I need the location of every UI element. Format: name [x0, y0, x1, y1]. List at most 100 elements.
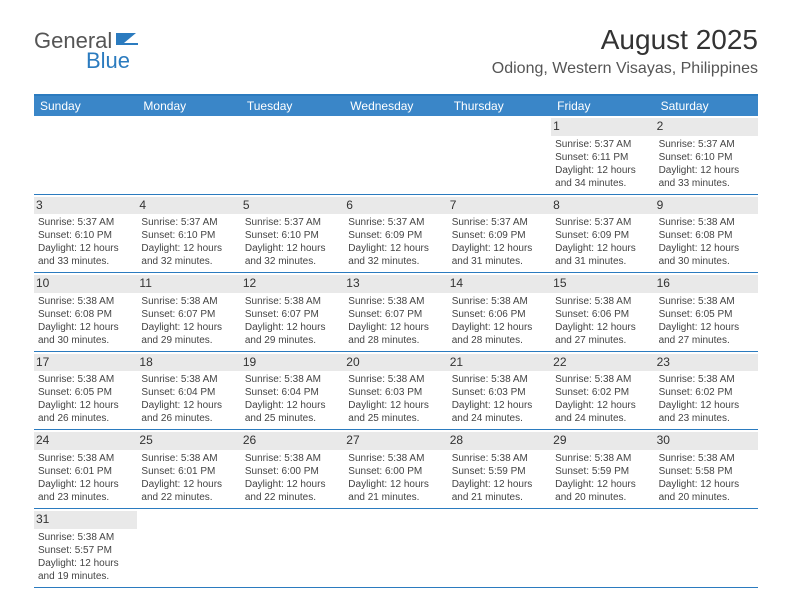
- logo-flag-icon: [116, 29, 140, 47]
- day-number: 10: [34, 275, 137, 293]
- day-cell: 17Sunrise: 5:38 AMSunset: 6:05 PMDayligh…: [34, 352, 137, 430]
- day-cell: 2 Sunrise: 5:37 AMSunset: 6:10 PMDaylight…: [655, 116, 758, 194]
- week-row: 17Sunrise: 5:38 AMSunset: 6:05 PMDayligh…: [34, 352, 758, 431]
- day-number: 18: [137, 354, 240, 372]
- day-cell: 8Sunrise: 5:37 AMSunset: 6:09 PMDaylight…: [551, 195, 654, 273]
- day-number: 26: [241, 432, 344, 450]
- day-number: 5: [241, 197, 344, 215]
- day-details: Sunrise: 5:38 AMSunset: 6:03 PMDaylight:…: [348, 373, 443, 425]
- day-cell: 29Sunrise: 5:38 AMSunset: 5:59 PMDayligh…: [551, 430, 654, 508]
- day-number: 9: [655, 197, 758, 215]
- day-details: Sunrise: 5:38 AMSunset: 6:01 PMDaylight:…: [141, 452, 236, 504]
- day-number: 1: [551, 118, 654, 136]
- day-details: Sunrise: 5:38 AMSunset: 6:00 PMDaylight:…: [245, 452, 340, 504]
- day-cell: 26 Sunrise: 5:38 AMSunset: 6:00 PMDayligh…: [241, 430, 344, 508]
- day-details: Sunrise: 5:37 AMSunset: 6:10 PMDaylight:…: [141, 216, 236, 268]
- day-details: Sunrise: 5:38 AMSunset: 5:57 PMDaylight:…: [38, 531, 133, 583]
- day-cell: 18Sunrise: 5:38 AMSunset: 6:04 PMDayligh…: [137, 352, 240, 430]
- day-details: Sunrise: 5:38 AMSunset: 6:05 PMDaylight:…: [659, 295, 754, 347]
- day-details: Sunrise: 5:37 AMSunset: 6:10 PMDaylight:…: [659, 138, 754, 190]
- dayhead-wed: Wednesday: [344, 96, 447, 116]
- day-cell: 4Sunrise: 5:37 AMSunset: 6:10 PMDaylight…: [137, 195, 240, 273]
- day-details: Sunrise: 5:37 AMSunset: 6:10 PMDaylight:…: [245, 216, 340, 268]
- day-number: 4: [137, 197, 240, 215]
- day-cell: 13 Sunrise: 5:38 AMSunset: 6:07 PMDayligh…: [344, 273, 447, 351]
- day-details: Sunrise: 5:38 AMSunset: 6:01 PMDaylight:…: [38, 452, 133, 504]
- day-details: Sunrise: 5:37 AMSunset: 6:09 PMDaylight:…: [348, 216, 443, 268]
- day-number: 3: [34, 197, 137, 215]
- day-number: 19: [241, 354, 344, 372]
- day-details: Sunrise: 5:37 AMSunset: 6:09 PMDaylight:…: [555, 216, 650, 268]
- day-number: 21: [448, 354, 551, 372]
- day-cell: [137, 116, 240, 194]
- day-number: 23: [655, 354, 758, 372]
- day-cell: 10 Sunrise: 5:38 AMSunset: 6:08 PMDayligh…: [34, 273, 137, 351]
- day-cell: [655, 509, 758, 587]
- week-row: 24Sunrise: 5:38 AMSunset: 6:01 PMDayligh…: [34, 430, 758, 509]
- week-row: 1 Sunrise: 5:37 AMSunset: 6:11 PMDaylight…: [34, 116, 758, 195]
- day-cell: 22Sunrise: 5:38 AMSunset: 6:02 PMDayligh…: [551, 352, 654, 430]
- day-details: Sunrise: 5:38 AMSunset: 6:00 PMDaylight:…: [348, 452, 443, 504]
- day-cell: [448, 509, 551, 587]
- day-header-row: Sunday Monday Tuesday Wednesday Thursday…: [34, 96, 758, 116]
- logo-word2: Blue: [86, 48, 130, 74]
- day-details: Sunrise: 5:38 AMSunset: 6:06 PMDaylight:…: [555, 295, 650, 347]
- day-cell: 30Sunrise: 5:38 AMSunset: 5:58 PMDayligh…: [655, 430, 758, 508]
- dayhead-thu: Thursday: [448, 96, 551, 116]
- day-details: Sunrise: 5:37 AMSunset: 6:11 PMDaylight:…: [555, 138, 650, 190]
- day-details: Sunrise: 5:38 AMSunset: 6:08 PMDaylight:…: [38, 295, 133, 347]
- dayhead-mon: Monday: [137, 96, 240, 116]
- week-row: 31Sunrise: 5:38 AMSunset: 5:57 PMDayligh…: [34, 509, 758, 588]
- location-subtitle: Odiong, Western Visayas, Philippines: [492, 60, 758, 78]
- day-cell: 11Sunrise: 5:38 AMSunset: 6:07 PMDayligh…: [137, 273, 240, 351]
- day-number: 22: [551, 354, 654, 372]
- day-number: 12: [241, 275, 344, 293]
- day-details: Sunrise: 5:38 AMSunset: 6:04 PMDaylight:…: [245, 373, 340, 425]
- dayhead-tue: Tuesday: [241, 96, 344, 116]
- day-cell: 25 Sunrise: 5:38 AMSunset: 6:01 PMDayligh…: [137, 430, 240, 508]
- day-details: Sunrise: 5:38 AMSunset: 6:05 PMDaylight:…: [38, 373, 133, 425]
- day-details: Sunrise: 5:38 AMSunset: 6:07 PMDaylight:…: [245, 295, 340, 347]
- day-number: 20: [344, 354, 447, 372]
- week-row: 3Sunrise: 5:37 AMSunset: 6:10 PMDaylight…: [34, 195, 758, 274]
- day-details: Sunrise: 5:37 AMSunset: 6:09 PMDaylight:…: [452, 216, 547, 268]
- day-cell: [241, 116, 344, 194]
- day-cell: 6Sunrise: 5:37 AMSunset: 6:09 PMDaylight…: [344, 195, 447, 273]
- day-cell: 14 Sunrise: 5:38 AMSunset: 6:06 PMDayligh…: [448, 273, 551, 351]
- day-details: Sunrise: 5:38 AMSunset: 6:07 PMDaylight:…: [141, 295, 236, 347]
- day-cell: 24Sunrise: 5:38 AMSunset: 6:01 PMDayligh…: [34, 430, 137, 508]
- day-number: 2: [655, 118, 758, 136]
- day-cell: [344, 116, 447, 194]
- day-cell: 28Sunrise: 5:38 AMSunset: 5:59 PMDayligh…: [448, 430, 551, 508]
- dayhead-sun: Sunday: [34, 96, 137, 116]
- day-cell: 20Sunrise: 5:38 AMSunset: 6:03 PMDayligh…: [344, 352, 447, 430]
- day-number: 15: [551, 275, 654, 293]
- day-number: 6: [344, 197, 447, 215]
- day-number: 13: [344, 275, 447, 293]
- day-number: 25: [137, 432, 240, 450]
- day-cell: 7Sunrise: 5:37 AMSunset: 6:09 PMDaylight…: [448, 195, 551, 273]
- day-number: 7: [448, 197, 551, 215]
- day-cell: 16 Sunrise: 5:38 AMSunset: 6:05 PMDayligh…: [655, 273, 758, 351]
- month-title: August 2025: [492, 24, 758, 56]
- day-details: Sunrise: 5:38 AMSunset: 6:03 PMDaylight:…: [452, 373, 547, 425]
- day-cell: [137, 509, 240, 587]
- calendar: Sunday Monday Tuesday Wednesday Thursday…: [34, 94, 758, 588]
- day-cell: [448, 116, 551, 194]
- day-cell: 15 Sunrise: 5:38 AMSunset: 6:06 PMDayligh…: [551, 273, 654, 351]
- day-number: 27: [344, 432, 447, 450]
- day-number: 16: [655, 275, 758, 293]
- day-number: 17: [34, 354, 137, 372]
- day-number: 28: [448, 432, 551, 450]
- week-row: 10 Sunrise: 5:38 AMSunset: 6:08 PMDayligh…: [34, 273, 758, 352]
- day-cell: 19Sunrise: 5:38 AMSunset: 6:04 PMDayligh…: [241, 352, 344, 430]
- day-cell: 23Sunrise: 5:38 AMSunset: 6:02 PMDayligh…: [655, 352, 758, 430]
- day-number: 14: [448, 275, 551, 293]
- day-details: Sunrise: 5:38 AMSunset: 6:06 PMDaylight:…: [452, 295, 547, 347]
- day-details: Sunrise: 5:38 AMSunset: 5:58 PMDaylight:…: [659, 452, 754, 504]
- day-cell: 1 Sunrise: 5:37 AMSunset: 6:11 PMDaylight…: [551, 116, 654, 194]
- day-details: Sunrise: 5:38 AMSunset: 6:07 PMDaylight:…: [348, 295, 443, 347]
- day-cell: 5Sunrise: 5:37 AMSunset: 6:10 PMDaylight…: [241, 195, 344, 273]
- day-number: 29: [551, 432, 654, 450]
- day-number: 8: [551, 197, 654, 215]
